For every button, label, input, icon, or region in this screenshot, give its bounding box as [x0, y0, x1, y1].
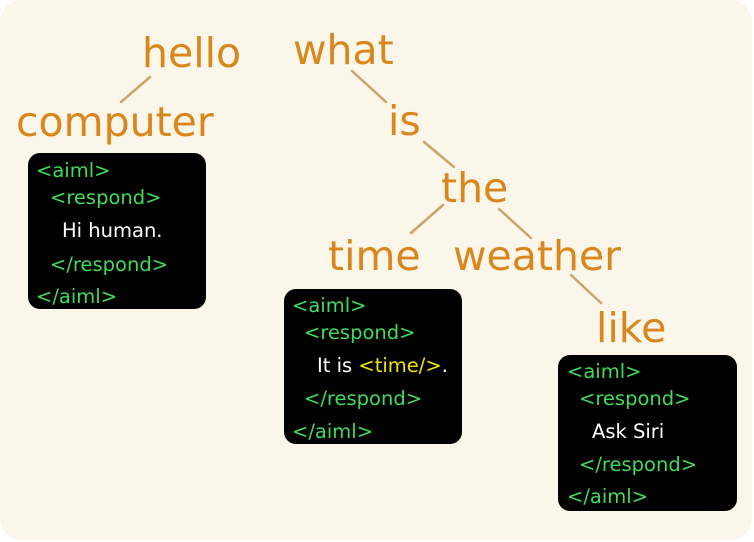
aiml-box-what-is-the-time: <aiml> <respond> It is <time/>. </respon…	[284, 289, 462, 444]
aiml-open-tag: <aiml>	[567, 360, 642, 383]
edge-the-time	[409, 203, 445, 235]
aiml-box-hello-computer: <aiml> <respond> Hi human. </respond> </…	[28, 153, 206, 309]
word-weather: weather	[453, 232, 622, 280]
aiml-close-tag: </aiml>	[292, 420, 374, 443]
aiml-open-tag: <aiml>	[36, 159, 111, 182]
edge-the-weather	[497, 207, 533, 240]
respond-close-tag: </respond>	[579, 453, 698, 476]
word-computer: computer	[16, 98, 214, 146]
respond-open-tag: <respond>	[304, 321, 416, 344]
word-is: is	[388, 97, 421, 145]
respond-close-tag: </respond>	[304, 387, 423, 410]
respond-close-tag: </respond>	[50, 253, 169, 276]
response-text: Ask Siri	[592, 420, 665, 443]
word-time: time	[328, 232, 421, 280]
word-the: the	[441, 164, 509, 212]
aiml-open-tag: <aiml>	[292, 294, 367, 317]
aiml-close-tag: </aiml>	[567, 485, 649, 508]
respond-open-tag: <respond>	[579, 387, 691, 410]
word-hello: hello	[142, 29, 242, 77]
word-what: what	[293, 26, 394, 74]
response-text: It is <time/>.	[317, 354, 448, 377]
respond-open-tag: <respond>	[50, 186, 162, 209]
edge-weather-like	[569, 273, 603, 305]
edge-hello-computer	[119, 75, 152, 104]
response-text: Hi human.	[62, 219, 163, 242]
edge-is-the	[422, 140, 456, 169]
aiml-box-what-is-the-weather-like: <aiml> <respond> Ask Siri </respond> </a…	[558, 355, 737, 511]
time-template-tag: <time/>	[358, 354, 442, 377]
edge-what-is	[350, 69, 388, 104]
aiml-close-tag: </aiml>	[36, 285, 118, 308]
word-like: like	[596, 304, 667, 352]
